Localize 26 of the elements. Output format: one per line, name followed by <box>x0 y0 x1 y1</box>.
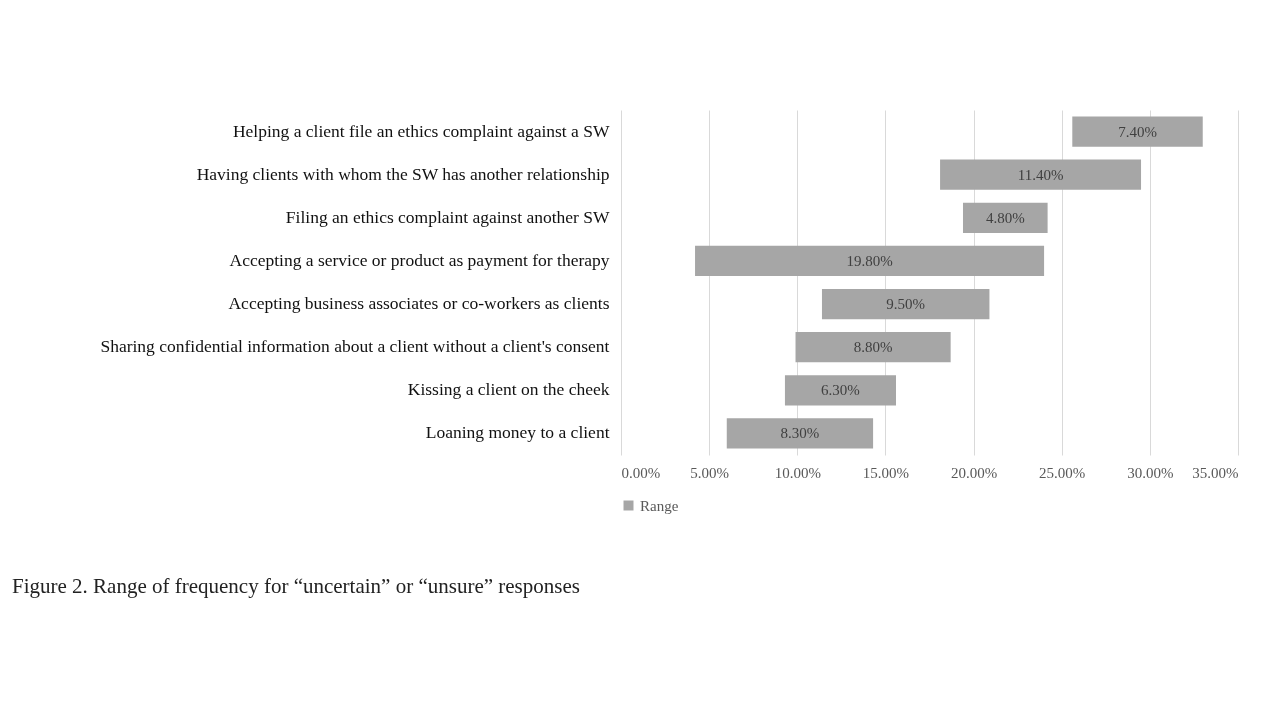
x-tick-label: 15.00% <box>862 464 910 481</box>
y-tick-label: Filing an ethics complaint against another SW <box>285 206 610 227</box>
y-tick-label: Accepting a service or product as payment for therapy <box>229 249 610 270</box>
data-label: 11.40% <box>1017 166 1064 183</box>
x-tick-label: 10.00% <box>774 464 821 481</box>
data-label: 6.30% <box>821 382 860 399</box>
y-tick-label: Loaning money to a client <box>425 422 610 443</box>
y-tick-label: Accepting business associates or co-workers as clients <box>228 293 610 314</box>
data-label: 4.80% <box>985 209 1025 226</box>
x-tick-label: 0.00% <box>621 464 661 481</box>
x-tick-label: 35.00% <box>1192 464 1239 481</box>
data-label: 19.80% <box>846 252 893 269</box>
x-tick-label: 5.00% <box>690 464 730 481</box>
data-label: 7.40% <box>1118 123 1157 140</box>
legend-label: Range <box>640 497 679 514</box>
x-tick-label: 25.00% <box>1039 464 1086 481</box>
data-label: 9.50% <box>886 296 926 313</box>
y-tick-label: Helping a client file an ethics complaint against a SW <box>232 120 610 141</box>
data-label: 8.80% <box>853 339 893 356</box>
y-tick-label: Having clients with whom the SW has another relationship <box>196 163 610 184</box>
caption: Figure 2. Range of frequency for “uncertain” or “unsure” responses <box>12 574 580 599</box>
data-label: 8.30% <box>780 425 820 442</box>
x-tick-label: 30.00% <box>1127 464 1174 481</box>
x-tick-label: 20.00% <box>950 464 998 481</box>
y-tick-label: Sharing confidential information about a client without a client's consent <box>100 336 610 357</box>
y-tick-label: Kissing a client on the cheek <box>407 379 610 400</box>
